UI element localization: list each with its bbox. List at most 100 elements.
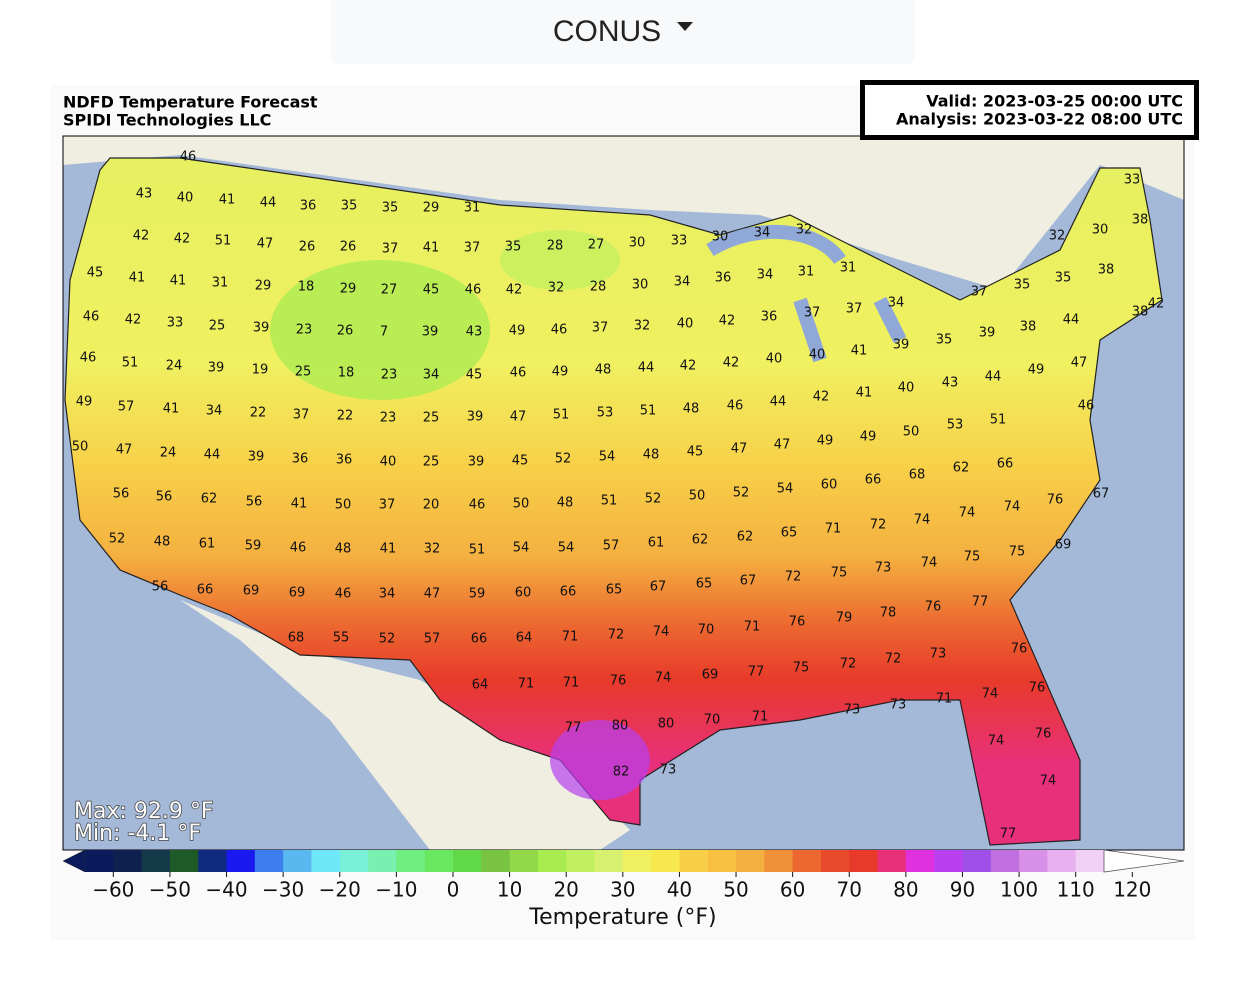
colorbar-tick-label: 30 — [610, 878, 635, 902]
colorbar-bin — [820, 850, 850, 872]
temperature-label: 35 — [382, 201, 399, 216]
temperature-label: 56 — [246, 495, 263, 510]
temperature-label: 61 — [199, 537, 216, 552]
colorbar-tick-label: −20 — [319, 878, 361, 902]
temperature-label: 74 — [982, 687, 999, 702]
dropdown-text: CONUS — [552, 15, 662, 48]
temperature-label: 49 — [552, 365, 569, 380]
temperature-label: 39 — [468, 455, 485, 470]
temperature-label: 38 — [1132, 213, 1149, 228]
temperature-label: 43 — [466, 325, 483, 340]
temperature-label: 52 — [379, 632, 396, 647]
map-title: NDFD Temperature Forecast — [63, 93, 318, 112]
temperature-label: 47 — [257, 237, 274, 252]
temperature-label: 48 — [557, 496, 574, 511]
temperature-label: 60 — [515, 586, 532, 601]
temperature-label: 29 — [423, 201, 440, 216]
temperature-label: 76 — [1029, 681, 1046, 696]
temperature-label: 66 — [197, 583, 214, 598]
temperature-label: 74 — [653, 625, 670, 640]
mexico — [180, 600, 630, 850]
temperature-label: 75 — [831, 566, 848, 581]
temperature-label: 46 — [180, 150, 197, 165]
temperature-label: 70 — [704, 713, 721, 728]
temperature-label: 30 — [712, 230, 729, 245]
region-dropdown[interactable]: CONUS — [331, 0, 915, 64]
temperature-label: 48 — [154, 535, 171, 550]
colorbar-label: Temperature (°F) — [528, 905, 716, 930]
colorbar-bin — [764, 850, 794, 872]
temperature-label: 64 — [472, 678, 489, 693]
temperature-label: 50 — [513, 497, 530, 512]
colorbar-bin — [679, 850, 709, 872]
temperature-label: 56 — [152, 580, 169, 595]
temperature-label: 40 — [898, 381, 915, 396]
temperature-label: 37 — [464, 241, 481, 256]
temperature-label: 62 — [692, 533, 709, 548]
temperature-label: 37 — [846, 302, 863, 317]
temperature-label: 74 — [921, 556, 938, 571]
temperature-label: 33 — [167, 316, 184, 331]
temperature-label: 32 — [1049, 229, 1066, 244]
colorbar-tick-label: 100 — [1000, 878, 1038, 902]
temperature-label: 46 — [510, 366, 527, 381]
temperature-label: 38 — [1132, 305, 1149, 320]
temperature-label: 73 — [844, 703, 861, 718]
temperature-label: 77 — [565, 721, 582, 736]
temperature-label: 76 — [1011, 642, 1028, 657]
temperature-label: 35 — [1014, 278, 1031, 293]
temperature-label: 76 — [925, 600, 942, 615]
colorbar-bin — [877, 850, 907, 872]
colorbar-bin — [1075, 850, 1105, 872]
colorbar-tick-label: 50 — [723, 878, 748, 902]
temperature-label: 37 — [804, 306, 821, 321]
temperature-label: 42 — [174, 232, 191, 247]
colorbar-bin — [651, 850, 680, 872]
temperature-label: 37 — [971, 285, 988, 300]
temperature-labels: 46 33 43 40 41 44 36 35 35 29 31 38 30 32 34 32 42 42 51 47… — [72, 150, 1165, 842]
temperature-label: 76 — [789, 615, 806, 630]
temperature-label: 74 — [655, 671, 672, 686]
temperature-label: 47 — [774, 438, 791, 453]
temperature-label: 52 — [733, 486, 750, 501]
colorbar-bin — [905, 850, 935, 872]
colorbar-bin — [1019, 850, 1048, 872]
colorbar-bin — [990, 850, 1020, 872]
colorbar-bin — [566, 850, 595, 872]
temperature-label: 75 — [1009, 545, 1026, 560]
temperature-label: 39 — [467, 410, 484, 425]
colorbar-tick-label: 0 — [447, 878, 460, 902]
temperature-label: 31 — [840, 261, 857, 276]
temperature-label: 51 — [122, 356, 139, 371]
temperature-label: 72 — [885, 652, 902, 667]
temperature-label: 39 — [893, 338, 910, 353]
temperature-label: 41 — [129, 271, 146, 286]
temperature-label: 65 — [606, 583, 623, 598]
colorbar-bin — [792, 850, 822, 872]
temperature-label: 43 — [942, 376, 959, 391]
colorbar-bin — [934, 850, 963, 872]
temperature-label: 46 — [1078, 399, 1095, 414]
temperature-label: 39 — [248, 450, 265, 465]
temperature-label: 48 — [683, 402, 700, 417]
temperature-label: 19 — [252, 363, 269, 378]
temperature-label: 52 — [109, 532, 126, 547]
temperature-label: 48 — [335, 542, 352, 557]
temperature-label: 73 — [930, 647, 947, 662]
colorbar-tick-label: 60 — [780, 878, 805, 902]
temperature-label: 23 — [296, 323, 313, 338]
colorbar-bin — [396, 850, 426, 872]
temperature-label: 42 — [723, 356, 740, 371]
colorbar-tick-label: −10 — [375, 878, 417, 902]
temperature-label: 66 — [560, 585, 577, 600]
temperature-label: 59 — [469, 587, 486, 602]
temperature-label: 36 — [761, 310, 778, 325]
temperature-label: 61 — [648, 536, 665, 551]
temperature-label: 77 — [748, 665, 765, 680]
temperature-label: 72 — [840, 657, 857, 672]
temperature-label: 65 — [781, 526, 798, 541]
colorbar-over — [1103, 849, 1185, 873]
temperature-label: 59 — [245, 539, 262, 554]
colorbar-bin — [424, 850, 454, 872]
